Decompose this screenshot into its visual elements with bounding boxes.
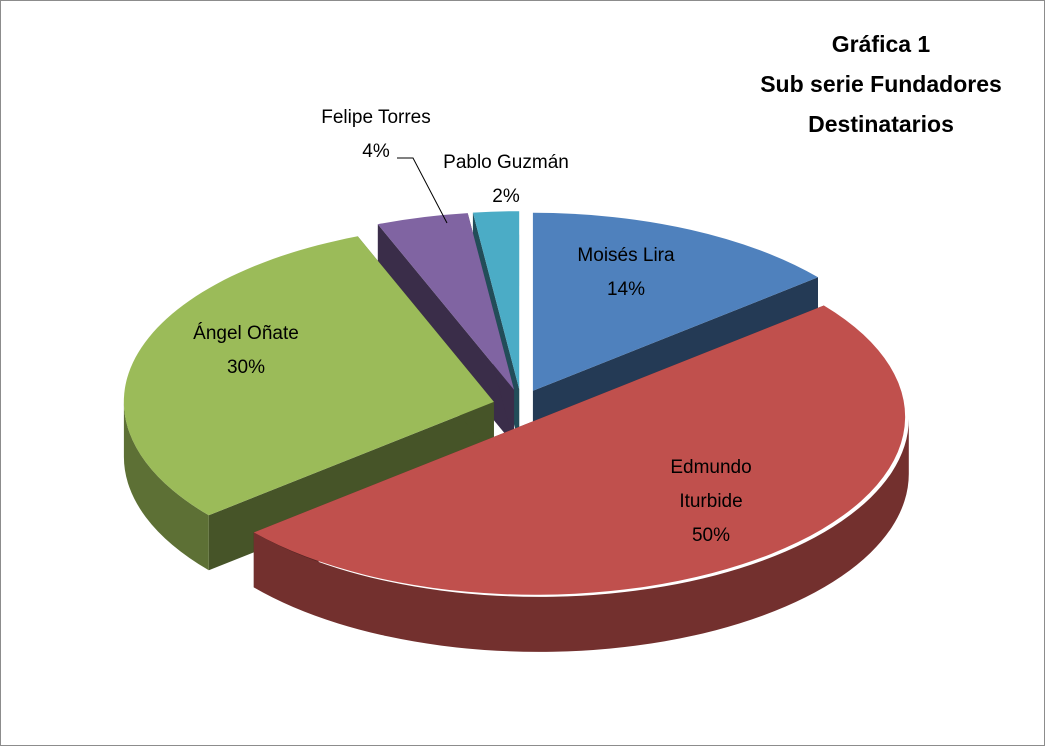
value-label: 4%	[362, 141, 390, 162]
slice-wall	[123, 401, 209, 571]
slice	[532, 212, 818, 391]
category-label: Pablo Guzmán	[443, 152, 569, 173]
category-label: Edmundo Iturbide	[670, 457, 752, 512]
slice	[472, 211, 520, 390]
slice	[123, 236, 494, 516]
value-label: 2%	[492, 186, 520, 207]
value-label: 14%	[606, 279, 646, 300]
data-label: Felipe Torres 4%	[321, 101, 430, 169]
slice	[377, 213, 515, 390]
data-label: Edmundo Iturbide 50%	[656, 451, 766, 553]
data-label: Pablo Guzmán 2%	[443, 146, 569, 214]
slice	[253, 305, 906, 595]
data-label: Ángel Oñate 30%	[193, 317, 299, 385]
category-label: Felipe Torres	[321, 107, 431, 128]
chart-title: Gráfica 1	[831, 31, 931, 57]
data-label: Moisés Lira 14%	[577, 239, 674, 307]
value-label: 30%	[226, 357, 266, 378]
chart-title: Sub serie Fundadores	[760, 71, 1002, 97]
value-label: 50%	[691, 525, 731, 546]
chart-title: Destinatarios	[808, 111, 954, 137]
category-label: Ángel Oñate	[193, 323, 299, 344]
slice-wall	[253, 418, 909, 652]
category-label: Moisés Lira	[577, 245, 675, 266]
leader-line	[397, 157, 448, 224]
